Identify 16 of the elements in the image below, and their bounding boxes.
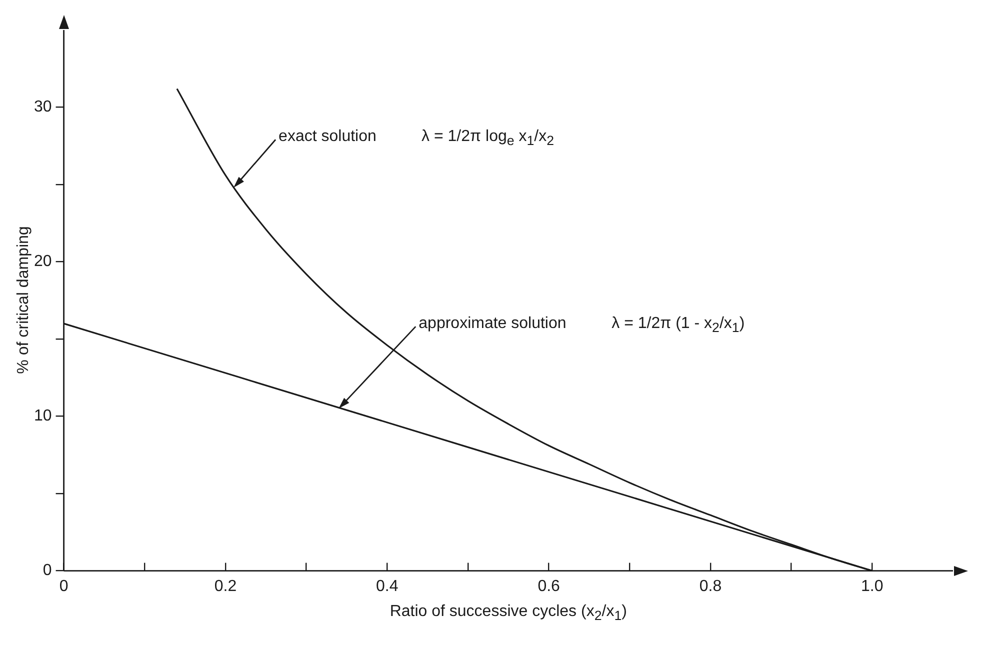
annotation: λ = 1/2π log$_{e}$ x$_{1}$/x$_{2}$ xyxy=(422,128,554,148)
x-tick-label: 0.2 xyxy=(214,578,237,595)
x-tick-label: 0.8 xyxy=(699,578,722,595)
y-tick-label: 30 xyxy=(34,98,52,116)
y-axis-title: % of critical damping xyxy=(15,226,33,374)
y-tick-label: 10 xyxy=(34,408,52,425)
x-tick-label: 1.0 xyxy=(861,578,884,595)
annotation: exact solution xyxy=(278,128,376,146)
annotation: λ = 1/2π (1 - x$_{2}$/x$_{1}$) xyxy=(612,314,745,335)
x-tick-label: 0.4 xyxy=(376,578,398,595)
x-tick-label: 0.6 xyxy=(538,578,560,595)
y-tick-label: 20 xyxy=(34,253,52,270)
y-tick-label: 0 xyxy=(42,562,52,580)
annotation: approximate solution xyxy=(418,314,566,333)
x-tick-label: 0 xyxy=(59,578,68,595)
x-axis-title: Ratio of successive cycles (x$_{2}$/x$_{1}$) xyxy=(390,602,627,623)
